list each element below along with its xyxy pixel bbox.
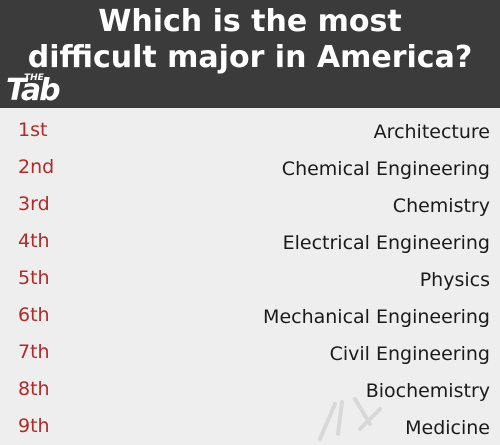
logo-main-text: Tab bbox=[6, 73, 61, 108]
major-name: Chemical Engineering bbox=[281, 158, 490, 180]
list-item: 6th Mechanical Engineering bbox=[0, 297, 500, 334]
rankings-list: 1st Architecture 2nd Chemical Engineerin… bbox=[0, 112, 500, 445]
list-item: 7th Civil Engineering bbox=[0, 334, 500, 371]
major-name: Medicine bbox=[405, 417, 490, 439]
page-title: Which is the most difficult major in Ame… bbox=[0, 4, 500, 76]
major-name: Civil Engineering bbox=[329, 343, 490, 365]
major-name: Chemistry bbox=[392, 195, 490, 217]
rank-label: 3rd bbox=[18, 193, 50, 215]
list-item: 2nd Chemical Engineering bbox=[0, 149, 500, 186]
list-item: 9th Medicine bbox=[0, 408, 500, 445]
rank-label: 9th bbox=[18, 415, 50, 437]
title-line-1: Which is the most bbox=[98, 4, 402, 39]
rank-label: 6th bbox=[18, 304, 50, 326]
watermark-graphic bbox=[318, 397, 382, 441]
title-line-2: difficult major in America? bbox=[27, 40, 473, 75]
rank-label: 4th bbox=[18, 230, 50, 252]
rank-label: 2nd bbox=[18, 156, 55, 178]
list-item: 8th Biochemistry bbox=[0, 371, 500, 408]
list-item: 3rd Chemistry bbox=[0, 186, 500, 223]
rank-label: 5th bbox=[18, 267, 50, 289]
list-item: 1st Architecture bbox=[0, 112, 500, 149]
major-name: Biochemistry bbox=[365, 380, 490, 402]
list-item: 5th Physics bbox=[0, 260, 500, 297]
rank-label: 8th bbox=[18, 378, 50, 400]
logo-small-text: THE bbox=[24, 73, 44, 83]
major-name: Architecture bbox=[373, 121, 490, 143]
list-item: 4th Electrical Engineering bbox=[0, 223, 500, 260]
major-name: Mechanical Engineering bbox=[263, 306, 490, 328]
rank-label: 7th bbox=[18, 341, 50, 363]
the-tab-logo: Tab THE bbox=[6, 73, 68, 108]
major-name: Physics bbox=[419, 269, 490, 291]
rank-label: 1st bbox=[18, 119, 48, 141]
header-banner: Which is the most difficult major in Ame… bbox=[0, 0, 500, 108]
major-name: Electrical Engineering bbox=[282, 232, 490, 254]
